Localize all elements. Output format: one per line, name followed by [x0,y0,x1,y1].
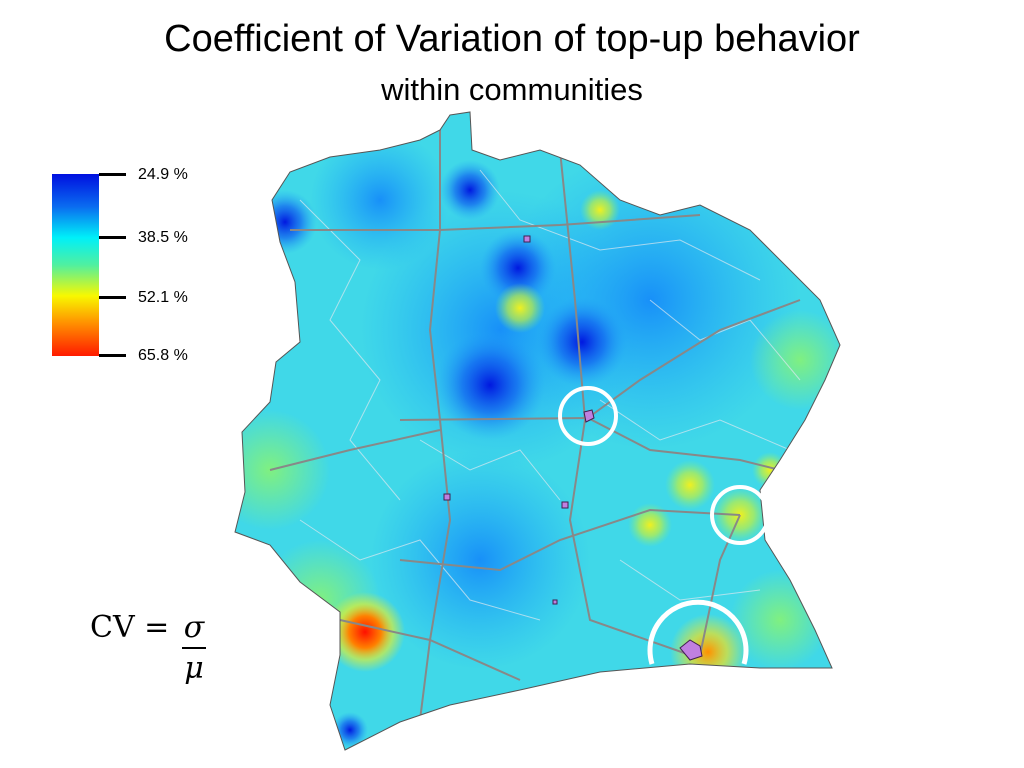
slide-subtitle: within communities [381,72,643,107]
legend-label: 65.8 % [138,347,188,364]
country-border [234,111,841,751]
legend-label: 52.1 % [138,289,188,306]
city-abidjan [679,639,703,661]
city-marker [443,493,451,501]
city-marker [523,235,531,243]
formula-fraction: σ μ [182,610,206,686]
legend-tick [99,354,126,357]
highlight-circle-abidjan [647,599,749,665]
color-scale-bar [52,174,99,356]
formula-numerator: σ [183,610,205,645]
city-bouake [583,409,595,423]
city-marker [552,599,558,605]
minor-roads [299,169,801,621]
city-marker [561,501,569,509]
legend-tick [99,236,126,239]
highlight-circle-east [710,485,770,545]
highlight-circle-bouake [558,386,618,446]
cities [443,235,703,661]
formula-lhs: CV = [90,610,170,645]
slide-title: Coefficient of Variation of top-up behav… [164,18,860,60]
highlight-circles [558,386,770,665]
cv-formula: CV = σ μ [90,610,206,686]
heatmap-surface [235,112,840,750]
legend-label: 24.9 % [138,166,188,183]
legend-tick [99,173,126,176]
legend-label: 38.5 % [138,229,188,246]
fraction-bar [182,647,206,649]
formula-denominator: μ [184,651,204,686]
legend-tick [99,296,126,299]
